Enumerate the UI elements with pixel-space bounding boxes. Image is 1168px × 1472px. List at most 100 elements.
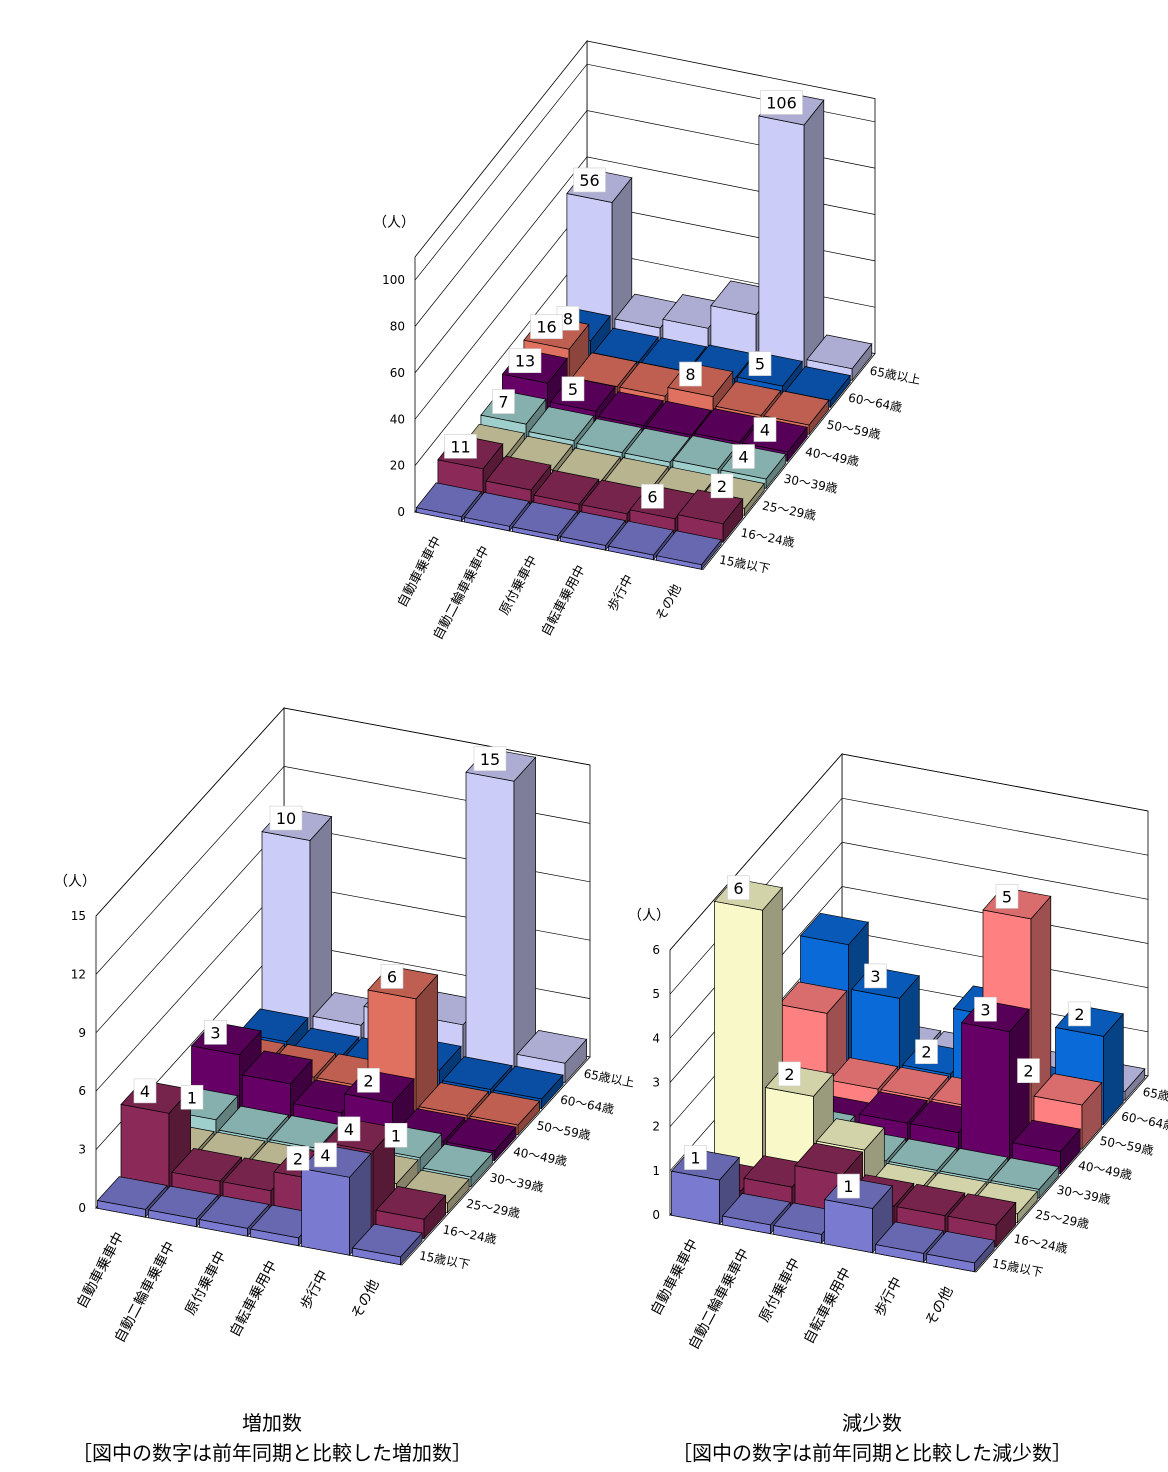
data-label-text: 4	[320, 1146, 330, 1165]
data-label-box	[384, 1122, 408, 1148]
data-label-text: 2	[717, 477, 727, 496]
legend-label: 50～59歳	[536, 1119, 592, 1143]
y-tick-label: 40	[390, 412, 405, 426]
data-label-box	[1017, 1058, 1040, 1083]
bar-top-face	[241, 1050, 313, 1085]
y-tick-label: 80	[390, 320, 405, 334]
increase-chart: 03691215（人）15歳以下16～24歳25～29歳30～39歳40～49歳…	[54, 706, 636, 1345]
data-label: 4	[337, 1116, 361, 1142]
data-label-box	[915, 1039, 938, 1064]
category-label: 歩行中	[298, 1268, 332, 1313]
y-tick-label: 6	[78, 1084, 86, 1098]
bar-top-face	[829, 1057, 899, 1090]
bar-top-face	[858, 1091, 928, 1124]
decrease-chart-subtitle: ［図中の数字は前年同期と比較した減少数］	[672, 1441, 1072, 1465]
bar-top-face	[533, 470, 600, 505]
data-label-box	[974, 996, 997, 1022]
data-label-box	[314, 1142, 337, 1168]
bar-top-face	[422, 1143, 494, 1178]
data-label-text: 2	[784, 1065, 794, 1084]
bar-increase-s0-c4	[300, 1144, 372, 1257]
bar-top-face	[218, 1105, 290, 1140]
bar-top-face	[778, 981, 848, 1014]
bar-top-face	[445, 1117, 517, 1152]
bar-top-face	[896, 1183, 966, 1216]
data-label-text: 2	[293, 1149, 303, 1168]
bar-top-face	[516, 1030, 588, 1064]
legend-label: 40～49歳	[804, 445, 860, 469]
bar-front-face	[301, 1167, 350, 1256]
data-label: 106	[760, 90, 803, 115]
data-label: 4	[133, 1078, 157, 1104]
y-tick-label: 100	[382, 273, 405, 287]
legend-label: 50～59歳	[1099, 1134, 1155, 1158]
data-label-text: 10	[276, 809, 296, 828]
legend-label: 40～49歳	[1077, 1158, 1133, 1182]
data-label-text: 2	[1074, 1005, 1084, 1024]
data-label-text: 1	[690, 1149, 700, 1168]
data-label-text: 1	[391, 1126, 401, 1145]
bar-top-face	[198, 1195, 270, 1229]
data-label: 3	[974, 996, 997, 1022]
data-label-text: 1	[843, 1177, 853, 1196]
data-label: 11	[444, 433, 477, 459]
data-label-box	[1068, 1001, 1091, 1027]
data-label: 2	[286, 1146, 310, 1171]
bar-top-face	[469, 1091, 541, 1126]
data-label-box	[530, 314, 563, 340]
data-label-box	[337, 1116, 361, 1142]
data-label: 8	[679, 361, 702, 387]
data-label-box	[995, 884, 1019, 909]
data-label-text: 2	[363, 1071, 373, 1090]
legend-label: 15歳以下	[718, 553, 771, 577]
data-label-box	[492, 389, 515, 414]
category-label: 自転車乗用中	[539, 563, 589, 639]
y-tick-label: 9	[78, 1026, 86, 1040]
bar-top-face	[375, 1186, 447, 1220]
data-label: 2	[1068, 1001, 1091, 1027]
data-label-box	[573, 167, 606, 193]
legend-label: 16～24歳	[442, 1223, 498, 1247]
bar-top-face	[485, 455, 552, 491]
legend-label: 60～64歳	[1120, 1109, 1168, 1133]
data-label: 1	[684, 1145, 707, 1170]
bar-main-s0-c4	[607, 520, 674, 561]
category-label: 歩行中	[605, 573, 637, 614]
bar-main-s0-c3	[559, 511, 626, 552]
data-label: 10	[269, 805, 303, 831]
data-label-box	[753, 417, 777, 442]
legend-label: 16～24歳	[740, 526, 796, 550]
bar-main-s1-c1	[485, 455, 552, 505]
y-unit-label: （人）	[54, 874, 96, 890]
decrease-chart: 0123456（人）15歳以下16～24歳25～29歳30～39歳40～49歳5…	[628, 752, 1168, 1352]
data-label-box	[286, 1146, 310, 1171]
category-label: 自動車乗車中	[73, 1229, 127, 1311]
bar-top-face	[559, 511, 626, 546]
data-label: 4	[314, 1142, 337, 1168]
legend-label: 50～59歳	[826, 418, 882, 442]
bar-main-s0-c2	[511, 501, 578, 542]
category-label: 原付乗車中	[497, 553, 541, 617]
bar-top-face	[511, 501, 578, 537]
legend-label: 40～49歳	[512, 1145, 568, 1169]
category-label: 自転車乗用中	[800, 1265, 854, 1347]
data-label-box	[444, 433, 477, 459]
y-unit-label: （人）	[628, 908, 670, 924]
bar-top-face	[171, 1148, 243, 1182]
data-label: 6	[380, 964, 404, 989]
bar-front-face	[671, 1170, 720, 1225]
data-label: 7	[492, 389, 515, 414]
bar-decrease-s4-c5	[1011, 1119, 1081, 1175]
legend-label: 25～29歳	[761, 499, 817, 523]
data-label: 2	[710, 473, 734, 499]
y-tick-label: 1	[652, 1164, 660, 1178]
bar-top-face	[597, 391, 664, 426]
category-label: その他	[923, 1284, 957, 1329]
category-label: その他	[653, 582, 685, 623]
data-label-text: 8	[685, 365, 695, 384]
bar-top-face	[96, 1176, 168, 1210]
y-tick-label: 3	[78, 1143, 86, 1157]
bar-top-face	[794, 1142, 864, 1175]
data-label: 1	[384, 1122, 408, 1148]
bar-top-face	[806, 334, 873, 370]
